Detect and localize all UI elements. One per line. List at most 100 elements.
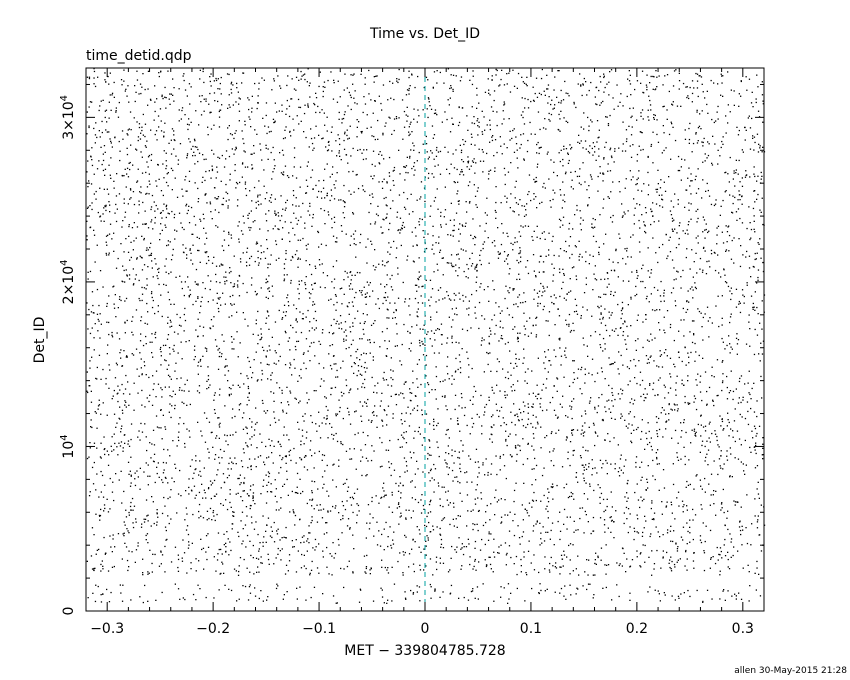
data-point: [185, 190, 187, 192]
data-point: [748, 600, 750, 602]
data-point: [194, 468, 196, 471]
data-point: [598, 89, 600, 92]
data-point: [202, 68, 204, 70]
data-point: [686, 480, 688, 483]
data-point: [602, 463, 604, 465]
data-point: [721, 420, 724, 423]
data-point: [274, 225, 276, 227]
data-point: [298, 292, 300, 295]
data-point: [560, 219, 562, 222]
data-point: [156, 512, 158, 514]
data-point: [375, 266, 377, 268]
data-point: [148, 154, 151, 157]
data-point: [750, 237, 752, 239]
data-point: [471, 122, 473, 124]
data-point: [164, 224, 166, 226]
data-point: [302, 415, 304, 417]
data-point: [388, 242, 390, 244]
data-point: [127, 443, 129, 445]
data-point: [124, 90, 126, 92]
data-point: [513, 403, 515, 405]
data-point: [710, 203, 713, 206]
data-point: [108, 83, 110, 85]
data-point: [101, 131, 103, 134]
data-point: [416, 585, 418, 587]
data-point: [439, 534, 442, 536]
data-point: [665, 413, 667, 415]
data-point: [693, 333, 695, 335]
data-point: [520, 558, 522, 561]
data-point: [227, 380, 229, 382]
data-point: [495, 403, 497, 405]
data-point: [444, 459, 446, 461]
data-point: [164, 476, 167, 479]
data-point: [547, 151, 549, 153]
data-point: [228, 231, 230, 233]
data-point: [501, 310, 503, 312]
data-point: [239, 181, 241, 184]
data-point: [148, 400, 150, 403]
data-point: [453, 299, 456, 301]
data-point: [641, 132, 643, 134]
data-point: [428, 101, 430, 103]
data-point: [478, 121, 480, 123]
data-point: [98, 160, 100, 162]
data-point: [223, 276, 225, 278]
data-point: [622, 331, 625, 333]
data-point: [339, 315, 342, 317]
data-point: [717, 295, 719, 297]
data-point: [613, 521, 615, 523]
data-point: [610, 191, 612, 193]
data-point: [754, 446, 756, 448]
data-point: [632, 176, 634, 178]
data-point: [252, 557, 254, 559]
data-point: [398, 194, 401, 196]
data-point: [714, 430, 716, 432]
data-point: [669, 251, 672, 253]
data-point: [741, 185, 744, 187]
data-point: [582, 147, 584, 149]
data-point: [504, 397, 507, 399]
data-point: [309, 499, 311, 501]
data-point: [688, 202, 690, 204]
data-point: [140, 422, 142, 425]
data-point: [594, 431, 596, 433]
data-point: [266, 310, 269, 312]
data-point: [740, 461, 742, 463]
data-point: [332, 505, 334, 508]
data-point: [613, 537, 615, 539]
data-point: [557, 70, 559, 72]
data-point: [633, 538, 635, 541]
data-point: [425, 143, 428, 145]
data-point: [260, 245, 262, 247]
data-point: [446, 365, 448, 368]
data-point: [551, 301, 553, 304]
data-point: [685, 549, 687, 552]
data-point: [309, 96, 311, 98]
data-point: [206, 348, 208, 350]
data-point: [187, 547, 190, 549]
data-point: [108, 601, 111, 603]
data-point: [306, 540, 308, 542]
data-point: [224, 584, 226, 586]
data-point: [230, 468, 232, 470]
data-point: [139, 191, 141, 193]
data-point: [165, 97, 167, 99]
data-point: [716, 395, 718, 397]
data-point: [760, 504, 762, 506]
data-point: [306, 165, 308, 167]
data-point: [659, 536, 661, 538]
data-point: [446, 466, 448, 468]
data-point: [384, 494, 386, 496]
data-point: [656, 433, 658, 435]
data-point: [96, 447, 98, 449]
data-point: [121, 84, 123, 86]
data-point: [627, 384, 629, 386]
data-point: [300, 459, 303, 461]
data-point: [606, 462, 608, 464]
data-point: [732, 202, 734, 205]
data-point: [147, 156, 150, 158]
data-point: [481, 110, 483, 112]
data-point: [207, 546, 210, 548]
data-point: [527, 418, 530, 420]
